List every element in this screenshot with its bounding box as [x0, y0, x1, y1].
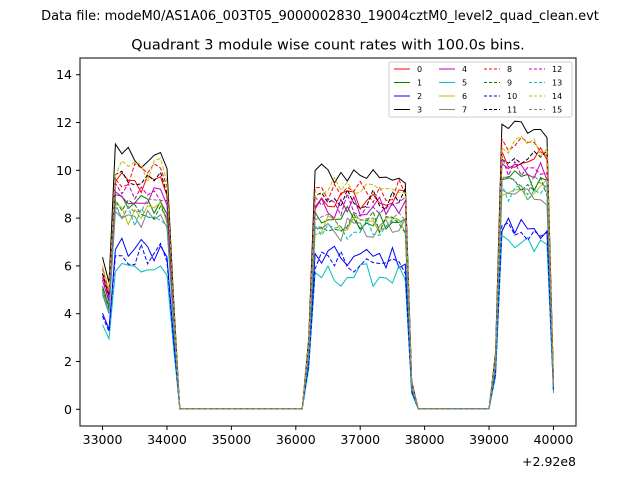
y-tick-label: 6: [64, 258, 72, 273]
legend-label-12: 12: [552, 65, 562, 74]
legend-label-8: 8: [507, 65, 512, 74]
legend-label-4: 4: [462, 65, 467, 74]
chart-title: Quadrant 3 module wise count rates with …: [131, 38, 525, 54]
legend-label-7: 7: [462, 106, 467, 115]
axes-frame: [79, 57, 577, 427]
legend-label-6: 6: [462, 92, 467, 101]
legend-label-5: 5: [462, 79, 467, 88]
series-line-12: [102, 155, 554, 410]
y-tick-label: 2: [64, 354, 72, 369]
legend-box: [388, 61, 573, 118]
y-axis: 0 2 4 6 8 10 12 14: [56, 67, 80, 417]
x-tick-label: 33000: [83, 432, 123, 447]
legend-label-1: 1: [417, 79, 422, 88]
legend-label-3: 3: [417, 106, 422, 115]
legend-label-2: 2: [417, 92, 422, 101]
y-tick-label: 8: [64, 211, 72, 226]
x-tick-label: 38000: [405, 432, 445, 447]
y-tick-label: 0: [64, 402, 72, 417]
legend-label-15: 15: [552, 106, 562, 115]
y-tick-label: 4: [64, 306, 72, 321]
y-tick-label: 14: [56, 67, 72, 82]
legend-label-13: 13: [552, 79, 562, 88]
x-tick-label: 40000: [534, 432, 574, 447]
x-offset-label: +2.92e8: [522, 454, 576, 469]
plot-lines: [102, 120, 554, 410]
legend-label-14: 14: [552, 92, 562, 101]
x-tick-label: 39000: [469, 432, 509, 447]
x-tick-label: 37000: [340, 432, 380, 447]
legend-label-11: 11: [507, 106, 517, 115]
y-tick-label: 12: [56, 115, 72, 130]
legend-label-9: 9: [507, 79, 512, 88]
series-line-15: [102, 174, 554, 410]
y-tick-label: 10: [56, 163, 72, 178]
x-tick-label: 36000: [276, 432, 316, 447]
x-tick-label: 34000: [147, 432, 187, 447]
legend-label-0: 0: [417, 65, 422, 74]
legend-label-10: 10: [507, 92, 517, 101]
suptitle: Data file: modeM0/AS1A06_003T05_90000028…: [41, 9, 599, 24]
x-tick-label: 35000: [211, 432, 251, 447]
x-axis: 33000 34000 35000 36000 37000 38000 39000 40000: [83, 426, 574, 447]
